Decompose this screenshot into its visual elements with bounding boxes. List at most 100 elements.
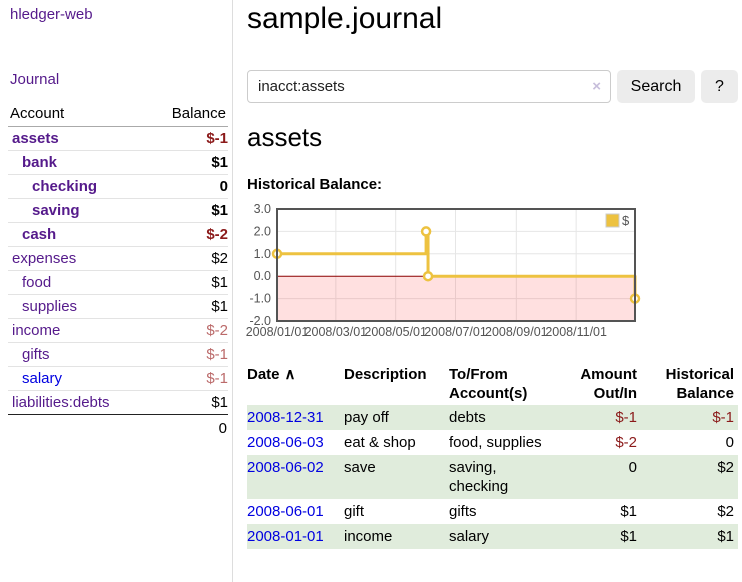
- search-button[interactable]: Search: [617, 70, 695, 103]
- clear-search-icon[interactable]: ×: [592, 78, 601, 95]
- transaction-description: income: [344, 528, 393, 545]
- account-balance: $-2: [206, 322, 228, 339]
- svg-text:0.0: 0.0: [254, 269, 271, 283]
- transaction-row: 2008-12-31 pay off debts $-1 $-1: [247, 405, 738, 430]
- svg-text:3.0: 3.0: [254, 202, 271, 216]
- column-header-balance: Historical Balance: [665, 366, 734, 402]
- register-header-row: Date ∧ Description To/From Account(s) Amo…: [247, 363, 738, 405]
- account-balance: $-1: [206, 130, 228, 147]
- transaction-amount: 0: [628, 459, 637, 476]
- transaction-date-link[interactable]: 2008-01-01: [247, 528, 324, 545]
- sidebar-account-row: expenses $2: [8, 247, 228, 271]
- sort-ascending-icon: ∧: [284, 366, 296, 383]
- account-heading: assets: [247, 122, 323, 152]
- transaction-accounts: saving, checking: [449, 459, 509, 495]
- svg-text:$: $: [622, 213, 630, 228]
- account-link-cash[interactable]: cash: [22, 226, 57, 243]
- sidebar-account-row: income $-2: [8, 319, 228, 343]
- help-button[interactable]: ?: [701, 70, 738, 103]
- account-balance: $-1: [206, 370, 228, 387]
- accounts-header-account: Account: [10, 105, 65, 122]
- account-link-salary[interactable]: salary: [22, 370, 63, 387]
- accounts-header-balance: Balance: [171, 105, 226, 122]
- transaction-description: pay off: [344, 409, 389, 426]
- svg-text:2.0: 2.0: [254, 224, 271, 238]
- svg-text:2008/05/01: 2008/05/01: [364, 325, 427, 339]
- svg-text:2008/01/01: 2008/01/01: [246, 325, 309, 339]
- main-content: sample.journal × Search ? assets Histori…: [245, 0, 741, 582]
- account-link-expenses[interactable]: expenses: [12, 250, 77, 267]
- transaction-row: 2008-06-03 eat & shop food, supplies $-2 0: [247, 430, 738, 455]
- balance-chart-svg: 3.0 2.0 1.0 0.0 -1.0 -2.02008/01/012008/03/01…: [246, 202, 641, 339]
- account-balance: $1: [211, 154, 228, 171]
- account-link-supplies[interactable]: supplies: [22, 298, 78, 315]
- sidebar-account-row: gifts $-1: [8, 343, 228, 367]
- sidebar-account-row: assets $-1: [8, 127, 228, 151]
- sidebar-account-row: liabilities:debts $1: [8, 391, 228, 415]
- sidebar: hledger-web Journal Account Balance asse…: [0, 0, 233, 582]
- account-balance: $1: [211, 298, 228, 315]
- transaction-date-link[interactable]: 2008-12-31: [247, 409, 324, 426]
- accounts-header: Account Balance: [8, 103, 228, 127]
- sidebar-account-row: supplies $1: [8, 295, 228, 319]
- column-header-description: Description: [344, 366, 427, 383]
- account-balance: $1: [211, 202, 228, 219]
- transaction-amount: $-2: [615, 434, 637, 451]
- account-balance: $-2: [206, 226, 228, 243]
- accounts-total-value: 0: [218, 419, 227, 437]
- accounts-total-row: 0: [8, 415, 228, 441]
- sidebar-account-row: salary $-1: [8, 367, 228, 391]
- search-form: × Search ?: [247, 70, 741, 103]
- svg-text:2008/03/01: 2008/03/01: [305, 325, 368, 339]
- transaction-date-link[interactable]: 2008-06-03: [247, 434, 324, 451]
- transaction-balance: $1: [717, 528, 734, 545]
- account-link-assets[interactable]: assets: [12, 130, 59, 147]
- transaction-amount: $1: [620, 503, 637, 520]
- column-header-account: To/From Account(s): [449, 366, 528, 402]
- transaction-description: save: [344, 459, 376, 476]
- transaction-date-link[interactable]: 2008-06-02: [247, 459, 324, 476]
- account-link-food[interactable]: food: [22, 274, 52, 291]
- register-table: Date ∧ Description To/From Account(s) Amo…: [247, 363, 738, 549]
- transaction-row: 2008-06-01 gift gifts $1 $2: [247, 499, 738, 524]
- svg-text:2008/09/01: 2008/09/01: [485, 325, 548, 339]
- transaction-balance: $2: [717, 503, 734, 520]
- accounts-panel: Account Balance assets $-1 bank $1 checking 0…: [8, 103, 228, 441]
- sidebar-account-row: checking 0: [8, 175, 228, 199]
- account-link-bank[interactable]: bank: [22, 154, 58, 171]
- transaction-accounts: food, supplies: [449, 434, 542, 451]
- transaction-accounts: salary: [449, 528, 490, 545]
- app-title-link[interactable]: hledger-web: [10, 6, 93, 23]
- sidebar-account-row: food $1: [8, 271, 228, 295]
- sidebar-item-journal[interactable]: Journal: [10, 71, 60, 88]
- account-balance: $2: [211, 250, 228, 267]
- column-header-amount: Amount Out/In: [580, 366, 637, 402]
- account-balance: $1: [211, 274, 228, 291]
- transaction-description: gift: [344, 503, 365, 520]
- transaction-accounts: gifts: [449, 503, 477, 520]
- balance-chart[interactable]: 3.0 2.0 1.0 0.0 -1.0 -2.0 2008/01/01 2008/03/01…: [245, 202, 645, 351]
- column-header-date[interactable]: Date ∧: [247, 363, 344, 405]
- sidebar-account-row: cash $-2: [8, 223, 228, 247]
- transaction-row: 2008-06-02 save saving, checking 0 $2: [247, 455, 738, 499]
- transaction-amount: $-1: [615, 409, 637, 426]
- transaction-description: eat & shop: [344, 434, 416, 451]
- search-input-wrap: ×: [247, 70, 611, 103]
- account-balance: 0: [219, 178, 228, 195]
- date-header-label: Date: [247, 366, 280, 383]
- account-link-liabilities-debts[interactable]: liabilities:debts: [12, 394, 110, 411]
- transaction-balance: $2: [717, 459, 734, 476]
- transaction-date-link[interactable]: 2008-06-01: [247, 503, 324, 520]
- account-link-checking[interactable]: checking: [32, 178, 98, 195]
- account-balance: $-1: [206, 346, 228, 363]
- account-link-income[interactable]: income: [12, 322, 61, 339]
- sidebar-account-row: bank $1: [8, 151, 228, 175]
- page-title: sample.journal: [247, 2, 443, 35]
- chart-title: Historical Balance:: [247, 176, 383, 193]
- account-link-gifts[interactable]: gifts: [22, 346, 50, 363]
- transaction-accounts: debts: [449, 409, 486, 426]
- search-input[interactable]: [258, 78, 584, 95]
- svg-text:-1.0: -1.0: [249, 292, 271, 306]
- accounts-list: assets $-1 bank $1 checking 0 saving $1 cash $-2 e…: [8, 127, 228, 415]
- account-link-saving[interactable]: saving: [32, 202, 80, 219]
